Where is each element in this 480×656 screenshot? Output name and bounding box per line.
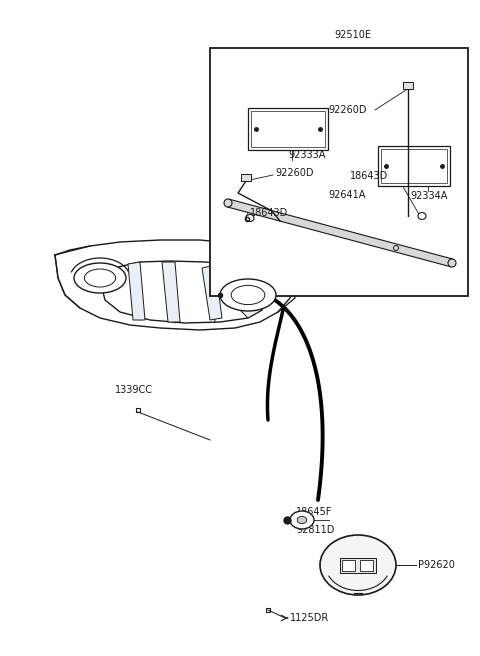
Polygon shape bbox=[278, 270, 294, 284]
Bar bbox=[340, 558, 376, 573]
Text: 92334A: 92334A bbox=[410, 191, 447, 201]
Text: 92333A: 92333A bbox=[288, 150, 325, 160]
Bar bbox=[342, 560, 355, 571]
Text: 1339CC: 1339CC bbox=[115, 385, 153, 395]
Ellipse shape bbox=[418, 213, 426, 220]
Text: 1125DR: 1125DR bbox=[290, 613, 329, 623]
Text: 92260D: 92260D bbox=[328, 105, 367, 115]
Polygon shape bbox=[227, 199, 453, 267]
Text: 92641A: 92641A bbox=[328, 190, 365, 200]
Ellipse shape bbox=[297, 516, 307, 523]
Bar bbox=[403, 82, 413, 89]
Bar bbox=[241, 174, 251, 181]
Bar bbox=[248, 108, 328, 150]
Bar bbox=[251, 111, 325, 147]
Text: 92260D: 92260D bbox=[275, 168, 313, 178]
Bar bbox=[210, 48, 468, 296]
Text: 18643D: 18643D bbox=[250, 208, 288, 218]
Ellipse shape bbox=[224, 199, 232, 207]
Ellipse shape bbox=[448, 259, 456, 267]
Text: 18643D: 18643D bbox=[350, 171, 388, 181]
Polygon shape bbox=[128, 262, 145, 320]
Text: 92510E: 92510E bbox=[334, 30, 371, 40]
Ellipse shape bbox=[74, 263, 126, 293]
Ellipse shape bbox=[220, 279, 276, 311]
Text: 18645F: 18645F bbox=[296, 507, 332, 517]
Ellipse shape bbox=[246, 215, 254, 222]
Text: 92811D: 92811D bbox=[296, 525, 335, 535]
Polygon shape bbox=[162, 262, 180, 322]
Bar bbox=[378, 146, 450, 186]
Bar bbox=[381, 149, 447, 183]
Polygon shape bbox=[202, 265, 222, 320]
Ellipse shape bbox=[290, 511, 314, 529]
Ellipse shape bbox=[320, 535, 396, 595]
Bar bbox=[360, 560, 373, 571]
Text: P92620: P92620 bbox=[418, 560, 455, 570]
Polygon shape bbox=[240, 268, 262, 318]
